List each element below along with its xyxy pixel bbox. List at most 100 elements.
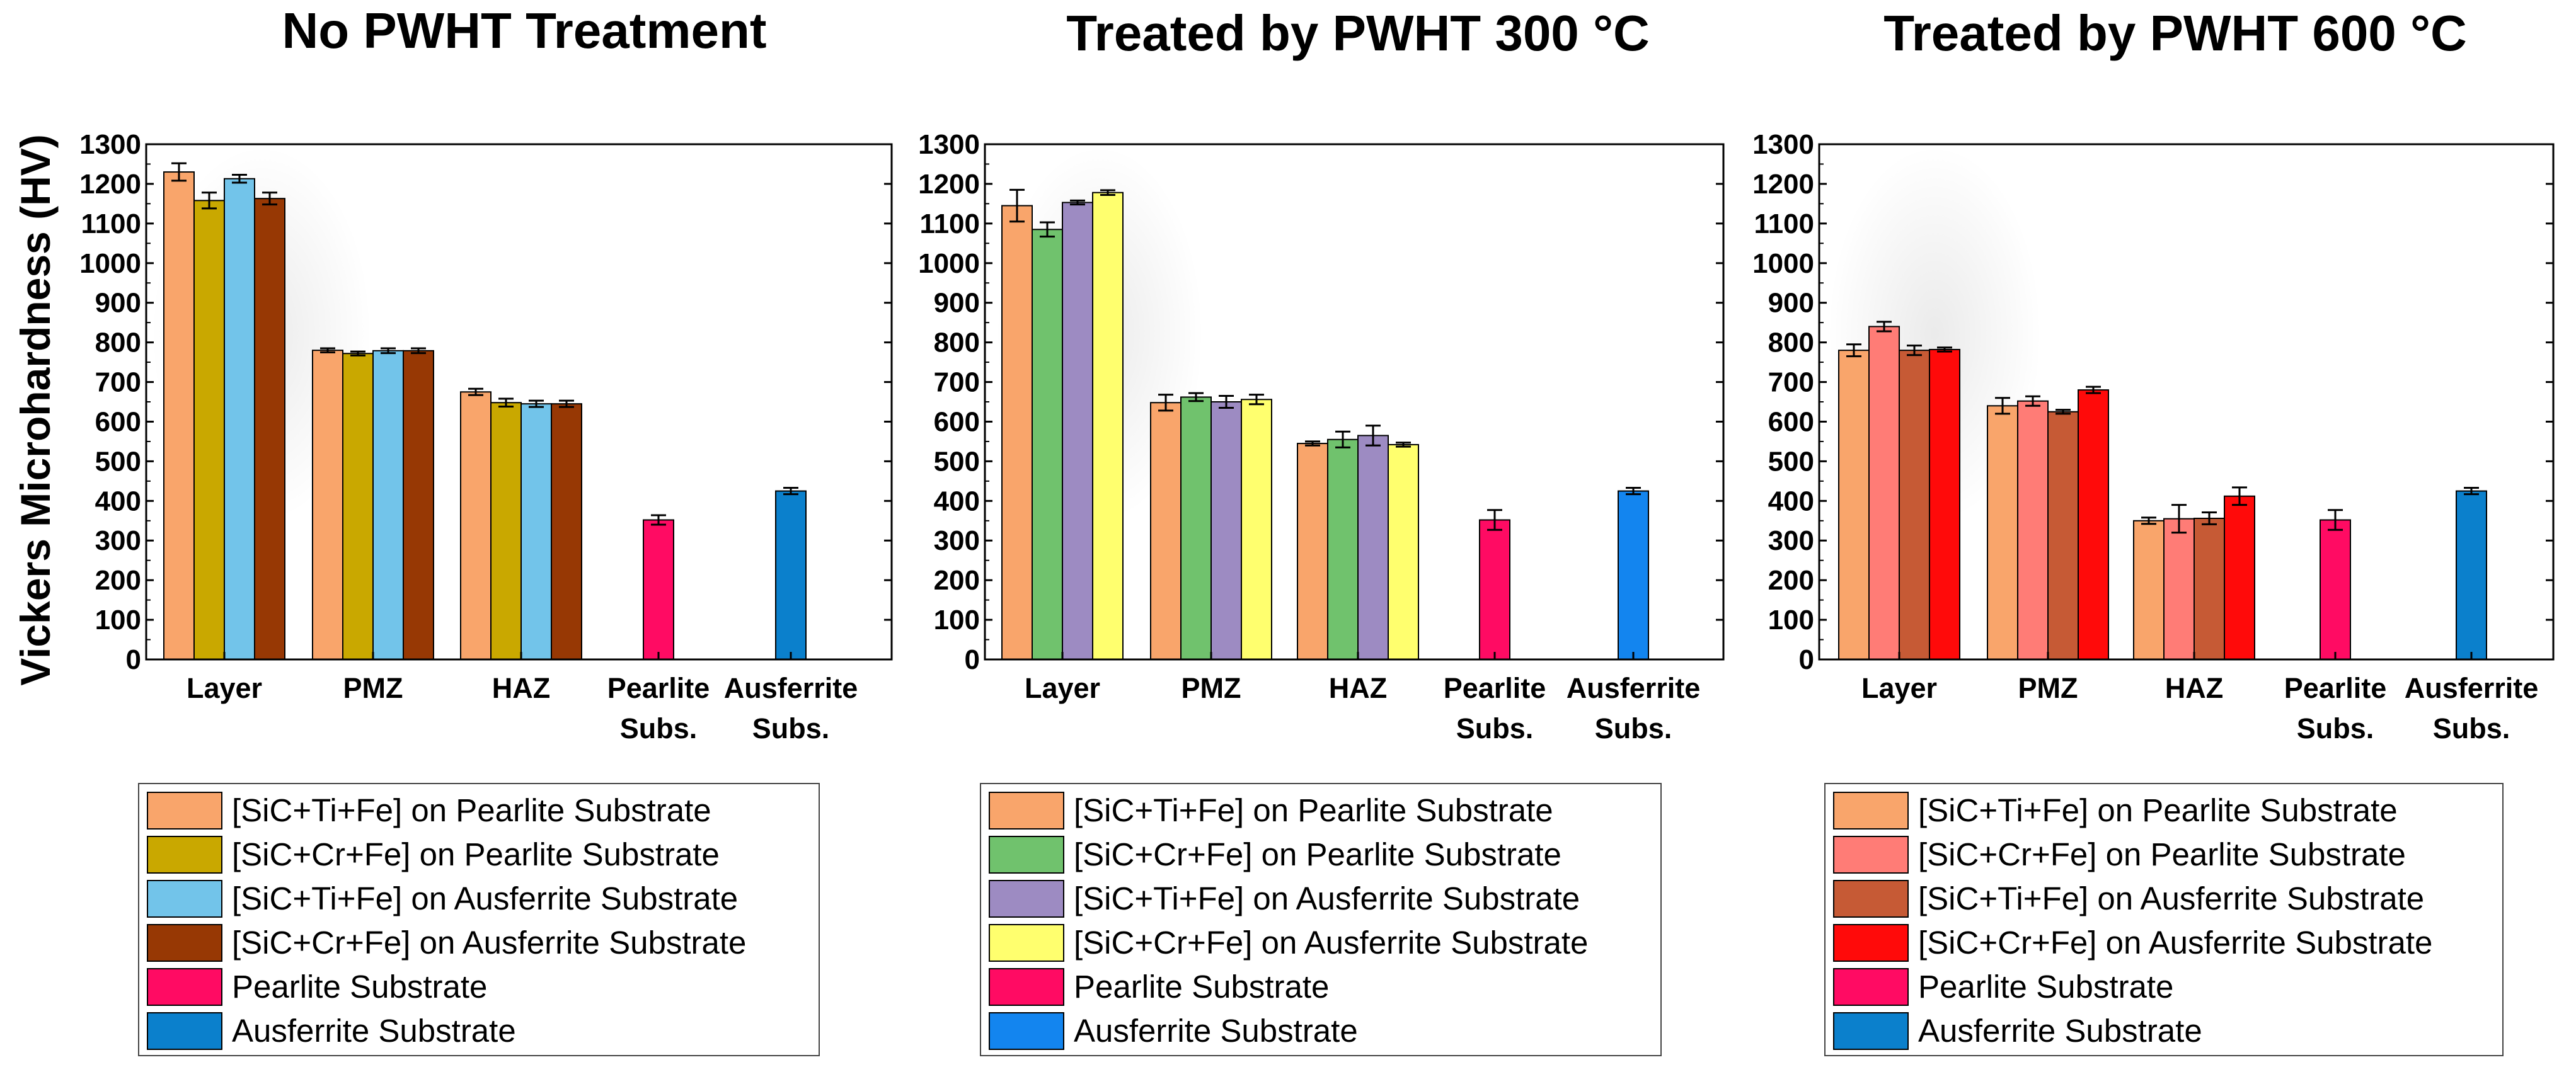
legend-label: [SiC+Cr+Fe] on Ausferrite Substrate xyxy=(232,925,746,961)
y-axis-ticks: 0 100 200 300 400 500 600 700 800 900 1000 1100 1200… xyxy=(79,129,892,675)
x-tick-label-line: Pearlite xyxy=(2284,672,2387,704)
bar xyxy=(1180,396,1212,660)
legend-swatch xyxy=(1833,924,1909,962)
x-tick-label-line: Subs. xyxy=(2297,712,2374,744)
bar xyxy=(403,350,434,660)
bar xyxy=(775,490,807,660)
chart-panel-no-pwht: No PWHT Treatment 0 100 200 300 400 500 600 700… xyxy=(79,3,893,1056)
x-tick-label-line: Subs. xyxy=(752,712,830,744)
x-tick-label-line: PMZ xyxy=(1182,672,1241,704)
y-tick-label: 200 xyxy=(1768,565,1814,596)
bars xyxy=(1001,188,1649,661)
bar xyxy=(1327,438,1359,660)
bar xyxy=(1479,519,1510,660)
y-tick-label: 1200 xyxy=(1752,169,1814,200)
legend-items: [SiC+Ti+Fe] on Pearlite Substrate [SiC+Cr… xyxy=(989,792,1588,1050)
x-tick-label-line: Ausferrite xyxy=(724,672,858,704)
x-tick-label: Layer xyxy=(187,672,262,704)
legend-label: [SiC+Cr+Fe] on Pearlite Substrate xyxy=(1074,836,1561,872)
bar xyxy=(2163,518,2195,660)
bar xyxy=(1868,326,1900,660)
y-tick-label: 1100 xyxy=(81,208,141,239)
bar xyxy=(254,198,285,661)
x-tick-label: PMZ xyxy=(2018,672,2078,704)
legend-label: [SiC+Cr+Fe] on Pearlite Substrate xyxy=(1918,836,2406,872)
y-tick-label: 600 xyxy=(95,406,141,437)
x-tick-label-line: Subs. xyxy=(2433,712,2510,744)
bar xyxy=(163,171,195,660)
legend-swatch xyxy=(989,880,1064,918)
x-tick-label-line: PMZ xyxy=(343,672,403,704)
bar xyxy=(1929,348,1960,660)
bar xyxy=(490,402,522,661)
x-tick-label-line: Ausferrite xyxy=(2405,672,2539,704)
x-tick-label: Pearlite Subs. xyxy=(2284,672,2387,744)
x-tick-label-line: HAZ xyxy=(492,672,550,704)
y-tick-label: 500 xyxy=(95,446,141,477)
bar xyxy=(1032,229,1063,660)
x-tick-label-line: Subs. xyxy=(1456,712,1534,744)
y-tick-label: 1100 xyxy=(1754,208,1814,239)
legend-frame xyxy=(980,783,1662,1056)
y-tick-label: 100 xyxy=(1768,605,1814,636)
x-tick-label: HAZ xyxy=(2165,672,2223,704)
y-axis-label: Vickers Microhardness (HV) xyxy=(12,134,59,685)
legend-swatch xyxy=(147,924,222,962)
legend-label: Ausferrite Substrate xyxy=(232,1013,516,1049)
x-tick-label-line: Pearlite xyxy=(1444,672,1546,704)
plot-frame xyxy=(984,143,1725,661)
bar xyxy=(2320,519,2351,660)
legend-label: Pearlite Substrate xyxy=(1074,969,1329,1005)
x-tick-label: Ausferrite Subs. xyxy=(724,672,858,744)
bar xyxy=(551,403,582,661)
y-tick-label: 1000 xyxy=(1752,248,1814,279)
bar xyxy=(2047,411,2079,660)
bar xyxy=(1092,191,1124,660)
plot-area: 0 100 200 300 400 500 600 700 800 900 1000 1100 1200… xyxy=(79,129,893,744)
plot-area: 0 100 200 300 400 500 600 700 800 900 1000 1100 1200… xyxy=(918,129,1725,744)
legend-label: Pearlite Substrate xyxy=(1918,969,2173,1005)
legend-swatch xyxy=(989,836,1064,874)
y-tick-label: 400 xyxy=(934,486,980,516)
panel-title: Treated by PWHT 600 °C xyxy=(1883,5,2467,61)
bar xyxy=(643,519,674,660)
bar xyxy=(193,200,225,660)
bar xyxy=(2133,520,2165,660)
y-tick-label: 400 xyxy=(95,486,141,516)
y-tick-label: 1000 xyxy=(918,248,980,279)
y-tick-label: 300 xyxy=(95,525,141,556)
legend-items: [SiC+Ti+Fe] on Pearlite Substrate [SiC+Cr… xyxy=(1833,792,2432,1050)
bar xyxy=(1987,405,2018,660)
legend-swatch xyxy=(147,792,222,830)
legend-label: [SiC+Ti+Fe] on Pearlite Substrate xyxy=(232,792,711,828)
y-tick-label: 0 xyxy=(965,644,980,675)
y-tick-label: 1200 xyxy=(79,169,141,200)
bar xyxy=(1388,443,1419,660)
x-tick-label: Layer xyxy=(1861,672,1937,704)
y-tick-label: 1100 xyxy=(920,208,980,239)
x-tick-label-line: HAZ xyxy=(2165,672,2223,704)
bar xyxy=(1899,350,1930,660)
bars xyxy=(163,162,807,661)
bar xyxy=(460,391,492,660)
legend-swatch xyxy=(989,924,1064,962)
legend-label: Pearlite Substrate xyxy=(232,969,487,1005)
x-tick-label: HAZ xyxy=(1329,672,1387,704)
legend-label: [SiC+Ti+Fe] on Ausferrite Substrate xyxy=(232,881,738,916)
bar xyxy=(2078,389,2109,660)
y-tick-label: 900 xyxy=(95,288,141,319)
legend-label: [SiC+Cr+Fe] on Ausferrite Substrate xyxy=(1918,925,2432,961)
legend-items: [SiC+Ti+Fe] on Pearlite Substrate [SiC+Cr… xyxy=(147,792,746,1050)
bar xyxy=(1001,205,1033,660)
legend-label: [SiC+Ti+Fe] on Pearlite Substrate xyxy=(1918,792,2398,828)
y-axis-ticks: 0 100 200 300 400 500 600 700 800 900 1000 1100 1200… xyxy=(918,129,1723,675)
y-tick-label: 100 xyxy=(95,605,141,636)
bar xyxy=(2456,490,2487,660)
chart-panel-pwht-300: Treated by PWHT 300 °C 0 100 200 300 400 500 6… xyxy=(918,5,1725,1056)
y-tick-label: 0 xyxy=(126,644,141,675)
legend-label: [SiC+Ti+Fe] on Pearlite Substrate xyxy=(1074,792,1553,828)
x-tick-label-line: Layer xyxy=(187,672,262,704)
legend-swatch xyxy=(1833,880,1909,918)
y-tick-label: 1300 xyxy=(79,129,141,160)
